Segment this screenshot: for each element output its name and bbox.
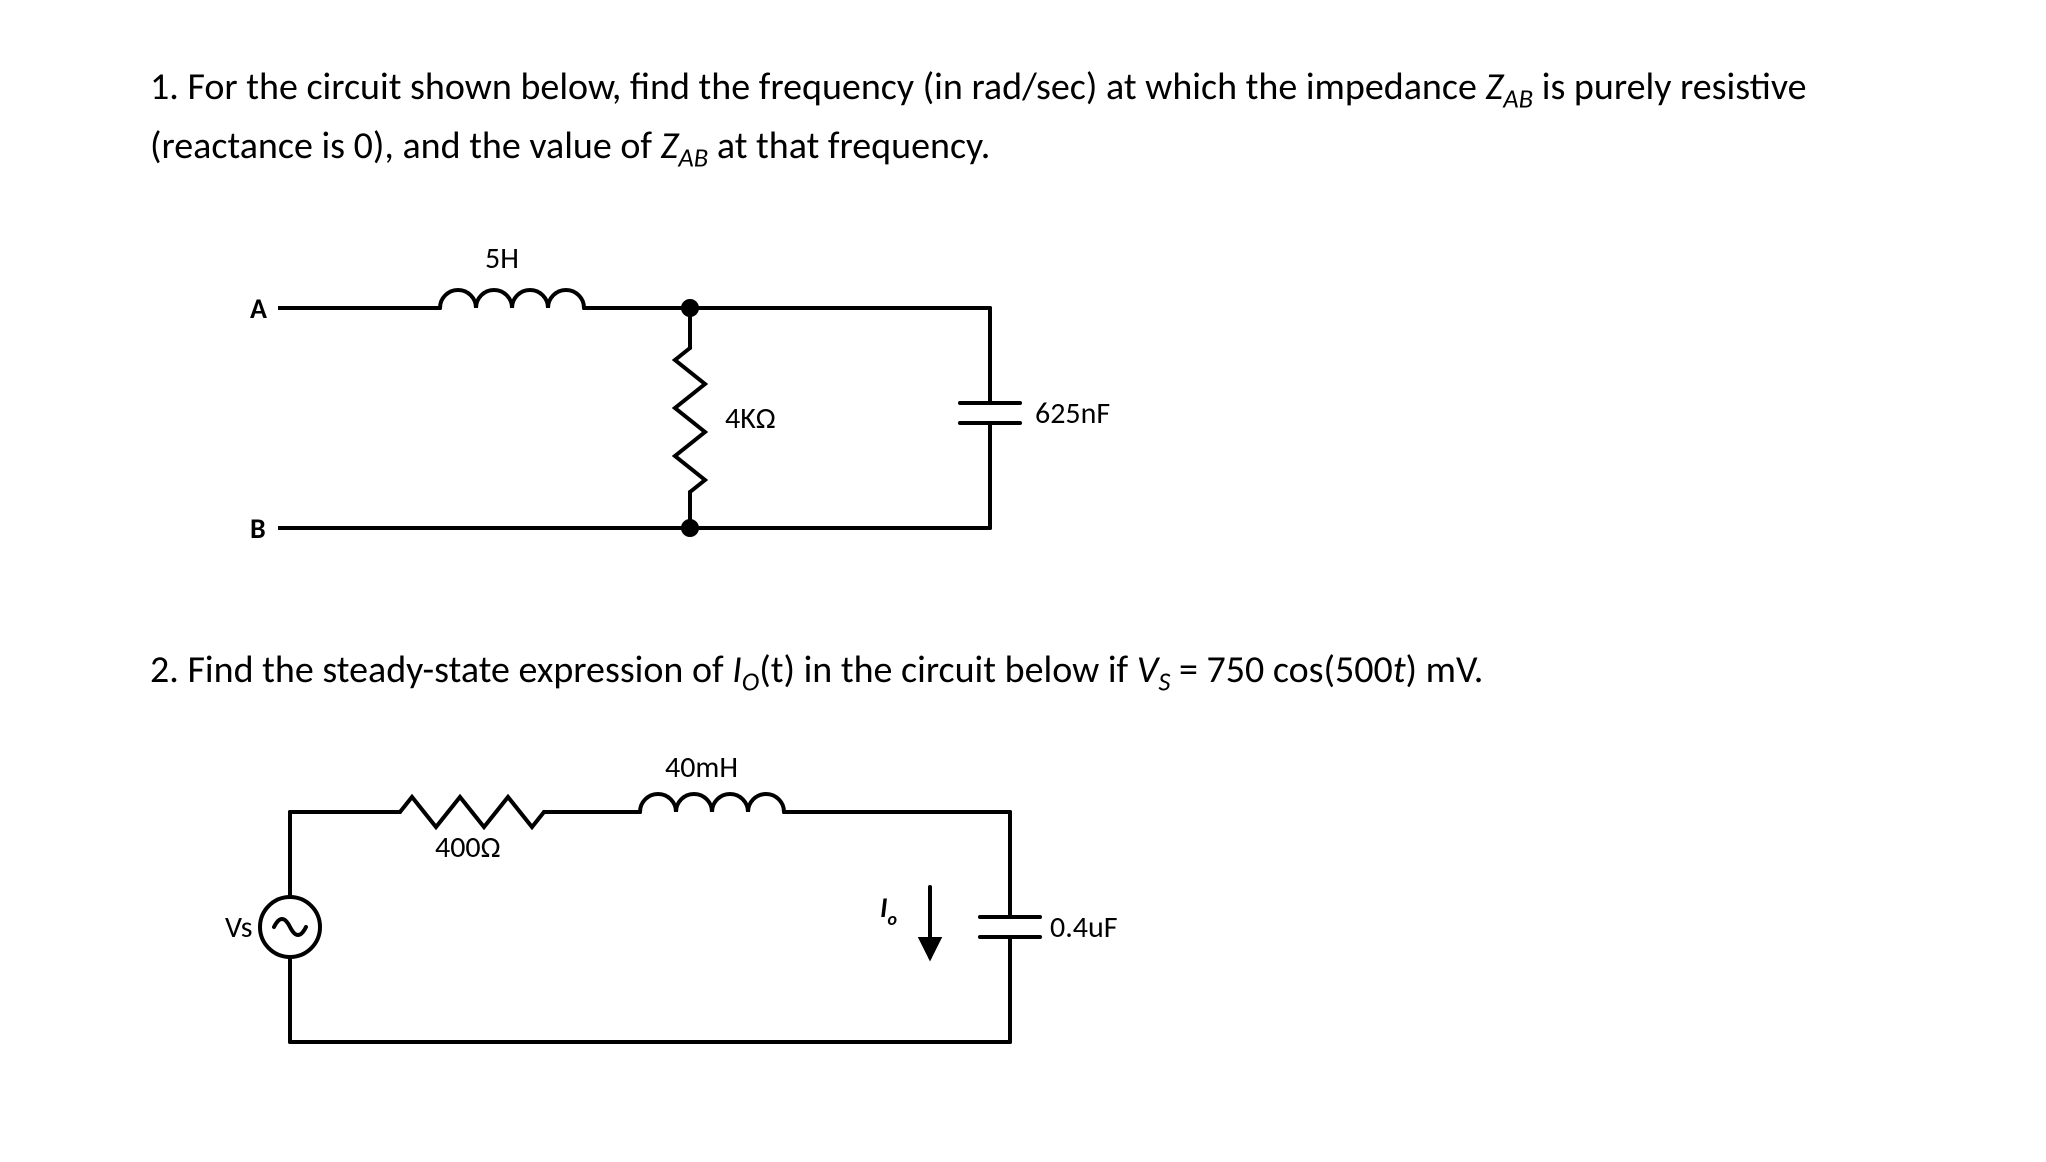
problem2-eqn-arg: (500 (1324, 647, 1393, 693)
label-400ohm: 400Ω (435, 829, 501, 866)
problem2-eqn-lhs-sub: S (1158, 667, 1170, 699)
circuit1-wires (290, 290, 1020, 535)
problem1-textC: at that frequency. (717, 123, 990, 169)
problem2-textB: in the circuit below if (804, 647, 1137, 693)
label-4K: 4KΩ (725, 400, 776, 437)
problem2-eqn-t: t (1393, 647, 1406, 693)
problem1-var2-sub: AB (678, 143, 708, 175)
problem1-number: 1. (150, 64, 179, 110)
circuit2-wires (260, 794, 1040, 1042)
problem1-var1-base: Z (1485, 64, 1503, 110)
problem1-textA: For the circuit shown below, find the fr… (187, 64, 1485, 110)
label-B: B (250, 511, 266, 546)
problem2-textA: Find the steady-state expression of (187, 647, 732, 693)
problem1-var1-sub: AB (1503, 84, 1533, 116)
label-Vs: Vs (225, 909, 252, 946)
label-Io: Io (880, 890, 897, 930)
problem2-eqn-close: ) mV. (1406, 647, 1484, 693)
label-Io-base: I (880, 890, 887, 925)
problem2-text: 2. Find the steady-state expression of I… (150, 643, 1896, 702)
circuit1-svg: A B 5H 4KΩ 625nF (190, 218, 1190, 578)
problem2-number: 2. (150, 647, 179, 693)
problem2-eqn-eq: = (1179, 647, 1207, 693)
circuit2-svg: Vs 400Ω 40mH Io 0.4uF (190, 742, 1190, 1092)
label-0.4uF: 0.4uF (1050, 909, 1118, 946)
problem2-var-arg: (t) (759, 647, 795, 693)
problem2-circuit: Vs 400Ω 40mH Io 0.4uF (190, 742, 1896, 1097)
label-Io-sub: o (887, 908, 897, 930)
label-625nF: 625nF (1035, 395, 1110, 432)
problem2-var-sub: O (742, 667, 759, 699)
label-40mH: 40mH (665, 749, 738, 786)
circuit1-terminals (278, 308, 290, 528)
problem2-var-base: I (732, 647, 742, 693)
problem1-text: 1. For the circuit shown below, find the… (150, 60, 1896, 178)
problem1-var2-base: Z (661, 123, 679, 169)
problem2-eqn-lhs: V (1137, 647, 1159, 693)
label-5H: 5H (485, 240, 519, 277)
problem2-eqn-num: 750 (1206, 647, 1272, 693)
problem1-circuit: A B 5H 4KΩ 625nF (190, 218, 1896, 583)
problem2-eqn-cos: cos (1273, 647, 1324, 693)
label-A: A (250, 291, 267, 326)
page-container: 1. For the circuit shown below, find the… (0, 0, 2046, 1162)
